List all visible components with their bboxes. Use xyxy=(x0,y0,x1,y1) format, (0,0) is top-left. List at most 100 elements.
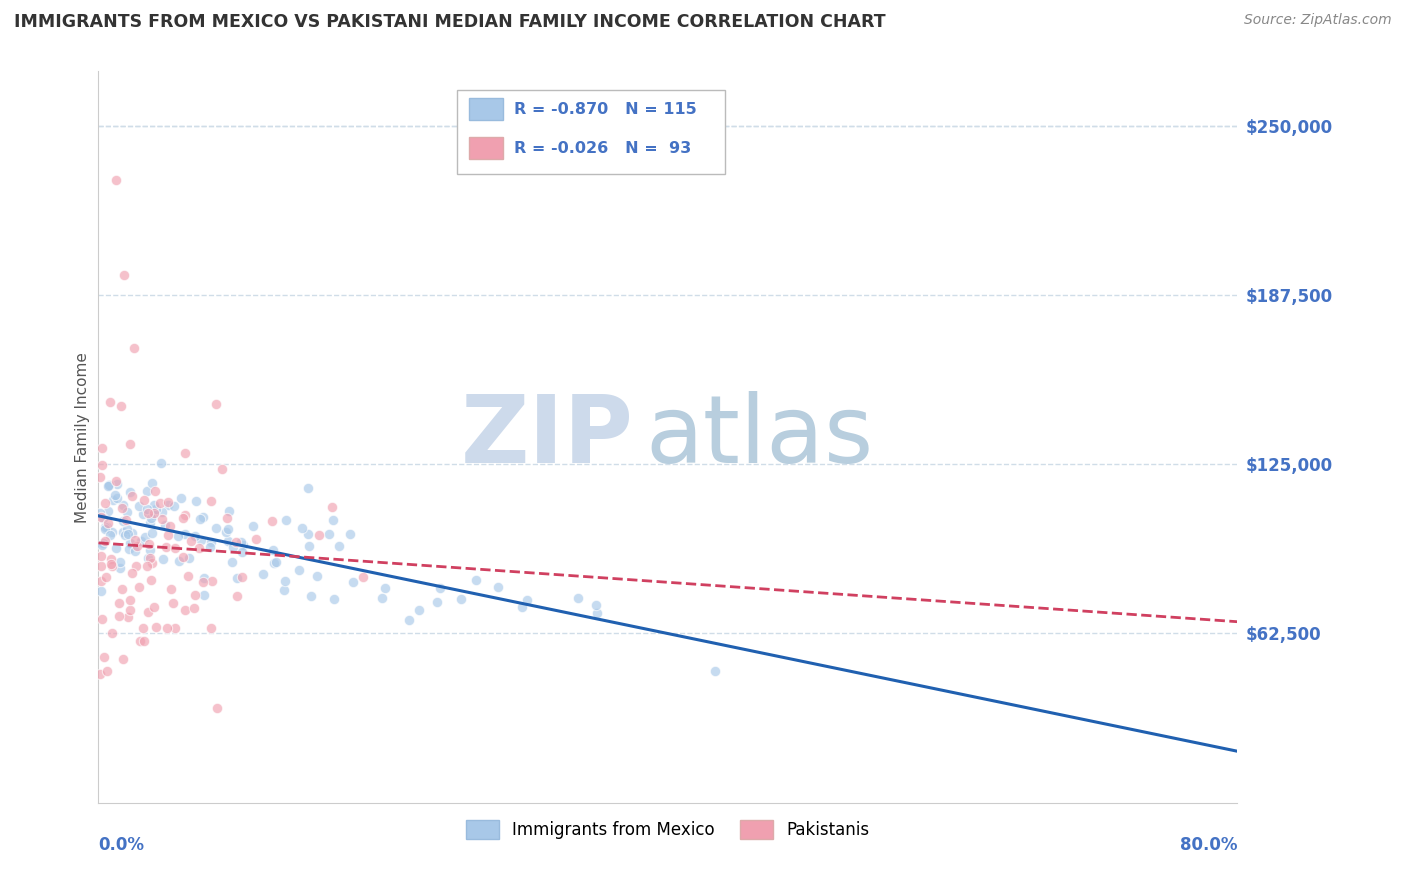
Point xyxy=(318,527,340,541)
Point xyxy=(115,512,138,526)
Point xyxy=(90,574,112,588)
Point xyxy=(100,551,122,566)
Point xyxy=(141,511,163,525)
Point xyxy=(252,567,274,582)
Point xyxy=(105,491,128,506)
Point xyxy=(98,477,121,491)
Point xyxy=(298,539,321,553)
Point xyxy=(157,498,180,512)
Y-axis label: Median Family Income: Median Family Income xyxy=(75,351,90,523)
Point xyxy=(193,588,215,602)
Point xyxy=(94,496,117,510)
Point xyxy=(339,527,361,541)
Point xyxy=(183,588,205,602)
Point xyxy=(263,556,285,570)
Point xyxy=(96,665,118,679)
Point xyxy=(143,508,166,522)
Point xyxy=(124,544,146,558)
Point xyxy=(136,506,159,520)
Point xyxy=(125,558,148,573)
Point xyxy=(191,574,214,589)
Point xyxy=(91,538,114,552)
Point xyxy=(370,591,392,605)
Point xyxy=(97,479,120,493)
Point xyxy=(163,541,186,556)
Point xyxy=(129,533,152,548)
Legend: Immigrants from Mexico, Pakistanis: Immigrants from Mexico, Pakistanis xyxy=(460,814,876,846)
Point xyxy=(111,500,134,515)
Point xyxy=(150,512,173,526)
Text: IMMIGRANTS FROM MEXICO VS PAKISTANI MEDIAN FAMILY INCOME CORRELATION CHART: IMMIGRANTS FROM MEXICO VS PAKISTANI MEDI… xyxy=(14,13,886,31)
Point xyxy=(120,536,142,550)
Point xyxy=(162,595,184,609)
Point xyxy=(184,494,207,508)
Point xyxy=(586,607,609,621)
Text: atlas: atlas xyxy=(645,391,873,483)
Point xyxy=(297,481,319,495)
Point xyxy=(264,555,287,569)
Point xyxy=(450,591,472,606)
Point xyxy=(322,513,344,527)
Point xyxy=(111,582,134,596)
Point xyxy=(342,575,364,590)
Point xyxy=(486,581,509,595)
Point xyxy=(107,596,129,610)
Point xyxy=(353,570,375,584)
Point xyxy=(155,540,177,554)
Point xyxy=(166,529,188,543)
Point xyxy=(145,620,167,634)
Point xyxy=(190,533,212,547)
Point xyxy=(429,581,451,595)
Point xyxy=(143,498,166,512)
Point xyxy=(299,589,322,603)
Point xyxy=(135,559,157,574)
Point xyxy=(139,573,162,587)
Point xyxy=(173,508,195,522)
Point xyxy=(291,521,314,535)
Point xyxy=(117,527,139,541)
Point xyxy=(215,525,238,540)
Point xyxy=(374,581,396,595)
Point xyxy=(167,554,190,568)
Point xyxy=(138,536,160,550)
Point xyxy=(180,533,202,548)
Point xyxy=(97,504,120,518)
Point xyxy=(89,469,111,483)
Point xyxy=(231,535,253,549)
Point xyxy=(191,509,214,524)
Point xyxy=(297,527,319,541)
Point xyxy=(585,598,607,612)
Point xyxy=(118,485,141,500)
Point xyxy=(510,600,533,615)
Point xyxy=(118,541,141,556)
Point xyxy=(308,528,330,542)
Point xyxy=(108,555,131,569)
Point xyxy=(200,494,222,508)
Point xyxy=(200,621,222,635)
Point xyxy=(225,589,247,603)
Point xyxy=(145,502,167,516)
Point xyxy=(198,541,221,555)
Point xyxy=(128,580,150,594)
Point xyxy=(112,268,135,282)
Point xyxy=(108,561,131,575)
Point xyxy=(93,649,115,664)
Point xyxy=(139,516,162,531)
Point xyxy=(141,557,163,571)
FancyBboxPatch shape xyxy=(457,90,725,174)
Text: Source: ZipAtlas.com: Source: ZipAtlas.com xyxy=(1244,13,1392,28)
Point xyxy=(162,499,184,513)
Point xyxy=(232,538,254,552)
Point xyxy=(176,569,198,583)
Point xyxy=(328,539,350,553)
Point xyxy=(121,490,143,504)
Point xyxy=(117,522,139,536)
Point xyxy=(174,446,197,460)
Point xyxy=(90,583,112,598)
Point xyxy=(101,625,124,640)
Point xyxy=(94,520,117,534)
Point xyxy=(132,507,155,521)
Point xyxy=(121,526,143,541)
Point xyxy=(201,574,224,589)
Point xyxy=(150,456,173,470)
